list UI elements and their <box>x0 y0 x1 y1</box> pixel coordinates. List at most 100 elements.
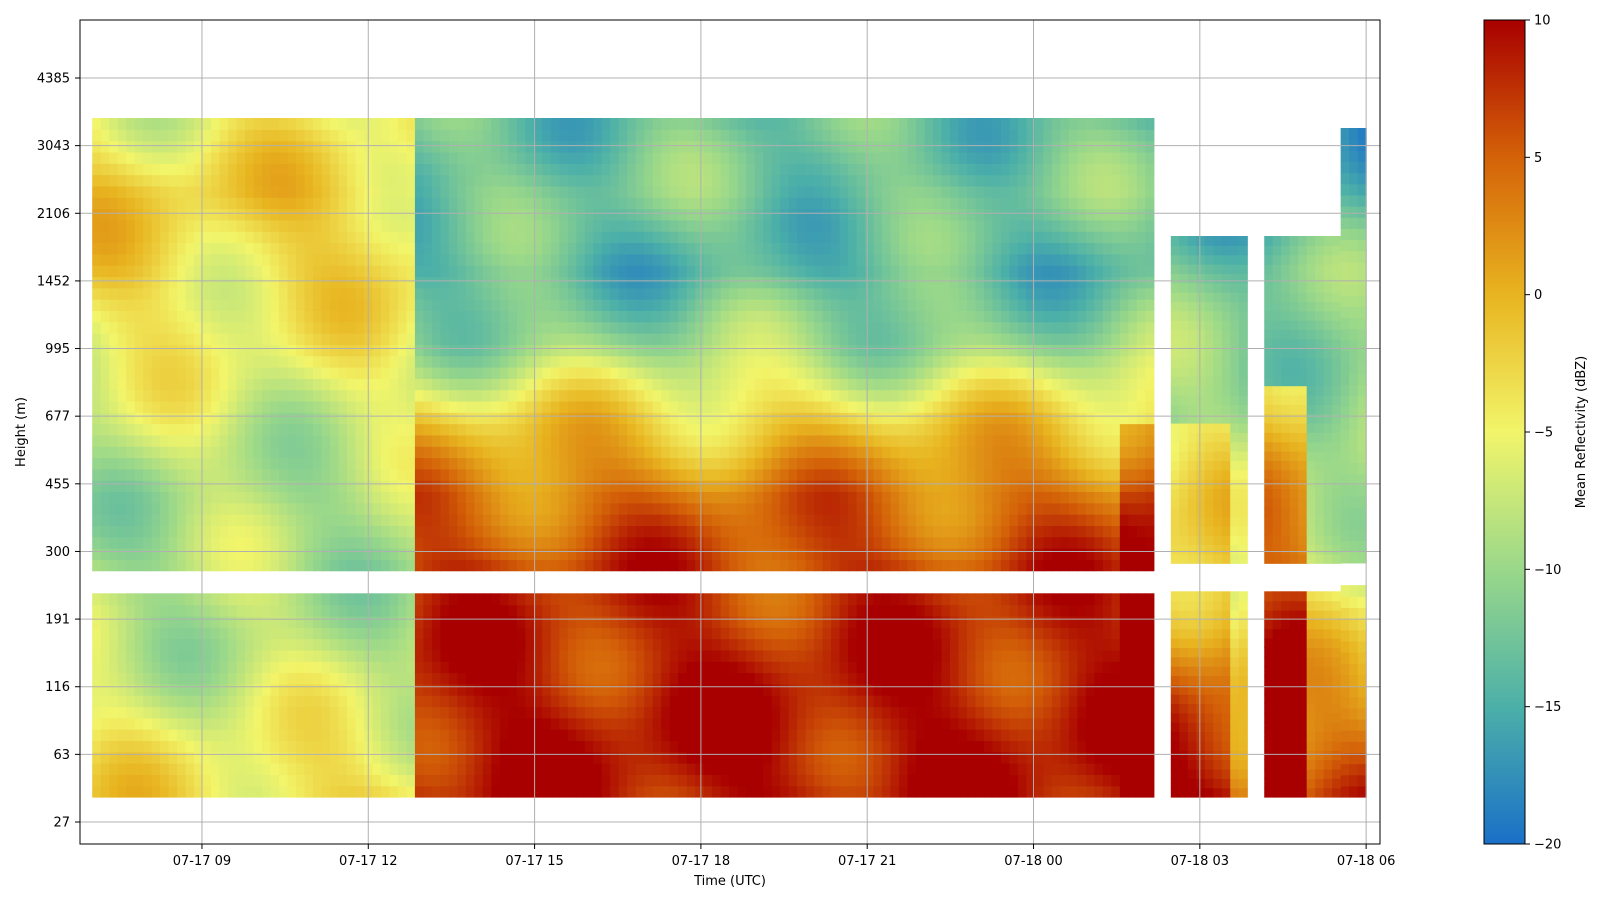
heatmap-cell <box>763 400 773 413</box>
heatmap-cell <box>134 412 144 425</box>
heatmap-cell <box>228 751 238 764</box>
heatmap-cell <box>287 615 297 628</box>
heatmap-cell <box>414 480 425 493</box>
heatmap-cell <box>576 253 586 266</box>
heatmap-cell <box>287 774 297 787</box>
heatmap-cell <box>542 468 552 481</box>
heatmap-cell <box>525 593 535 606</box>
heatmap-cell <box>542 174 552 187</box>
heatmap-cell <box>126 197 136 210</box>
heatmap-cell <box>177 491 187 504</box>
heatmap-cell <box>771 242 781 255</box>
heatmap-cell <box>644 683 654 696</box>
heatmap-cell <box>550 378 560 391</box>
heatmap-cell <box>270 253 280 266</box>
heatmap-cell <box>228 287 238 300</box>
heatmap-cell <box>219 593 229 606</box>
heatmap-cell <box>491 378 501 391</box>
heatmap-cell <box>380 514 391 526</box>
heatmap-cell <box>372 163 382 176</box>
heatmap-cell <box>550 389 560 402</box>
heatmap-cell <box>211 242 221 255</box>
heatmap-cell <box>550 333 560 345</box>
heatmap-cell <box>729 389 739 402</box>
heatmap-cell <box>109 717 119 730</box>
heatmap-cell <box>771 774 781 787</box>
heatmap-cell <box>661 140 671 153</box>
heatmap-cell <box>253 661 263 674</box>
heatmap-cell <box>330 219 340 232</box>
heatmap-cell <box>236 751 246 764</box>
heatmap-cell <box>737 151 747 164</box>
heatmap-cell <box>771 502 781 515</box>
heatmap-cell <box>601 299 611 311</box>
heatmap-cell <box>661 446 671 459</box>
heatmap-cell <box>389 423 399 436</box>
heatmap-cell <box>151 457 161 470</box>
heatmap-cell <box>389 593 399 606</box>
heatmap-cell <box>618 536 628 549</box>
heatmap-cell <box>805 615 815 628</box>
heatmap-cell <box>499 661 509 674</box>
heatmap-cell <box>270 333 280 345</box>
heatmap-cell <box>414 548 425 560</box>
heatmap-cell <box>457 129 467 142</box>
heatmap-cell <box>669 695 679 708</box>
heatmap-cell <box>788 751 798 764</box>
heatmap-cell <box>771 378 781 391</box>
heatmap-cell <box>576 695 586 708</box>
heatmap-cell <box>211 627 221 640</box>
heatmap-cell <box>533 378 543 391</box>
heatmap-cell <box>686 446 696 459</box>
heatmap-cell <box>211 231 221 244</box>
heatmap-cell <box>304 366 314 379</box>
heatmap-cell <box>168 774 178 787</box>
heatmap-cell <box>593 140 603 153</box>
heatmap-cell <box>788 672 798 685</box>
heatmap-cell <box>151 695 161 708</box>
heatmap-cell <box>601 310 611 323</box>
heatmap-cell <box>270 695 280 708</box>
heatmap-cell <box>126 355 136 368</box>
heatmap-cell <box>678 400 688 413</box>
heatmap-cell <box>245 695 255 708</box>
heatmap-cell <box>669 400 679 413</box>
heatmap-cell <box>533 468 543 481</box>
heatmap-cell <box>593 366 603 379</box>
heatmap-cell <box>712 378 722 391</box>
heatmap-cell <box>635 389 645 402</box>
heatmap-cell <box>499 174 509 187</box>
heatmap-cell <box>321 151 331 164</box>
heatmap-cell <box>321 174 331 187</box>
heatmap-cell <box>160 389 170 402</box>
heatmap-cell <box>372 366 382 379</box>
heatmap-cell <box>550 457 560 470</box>
heatmap-cell <box>330 151 340 164</box>
heatmap-cell <box>151 514 161 526</box>
heatmap-cell <box>712 649 722 662</box>
heatmap-cell <box>474 649 484 662</box>
heatmap-cell <box>279 468 289 481</box>
heatmap-cell <box>686 276 696 289</box>
heatmap-cell <box>92 672 102 685</box>
heatmap-cell <box>313 287 323 300</box>
heatmap-cell <box>346 129 357 142</box>
heatmap-cell <box>474 163 484 176</box>
heatmap-cell <box>686 491 696 504</box>
heatmap-cell <box>177 423 187 436</box>
heatmap-cell <box>423 208 433 221</box>
heatmap-cell <box>194 423 204 436</box>
heatmap-cell <box>406 219 416 232</box>
heatmap-cell <box>669 185 679 198</box>
heatmap-cell <box>194 695 204 708</box>
heatmap-cell <box>720 774 730 787</box>
heatmap-cell <box>627 118 637 130</box>
heatmap-cell <box>576 751 586 764</box>
heatmap-cell <box>729 649 739 662</box>
heatmap-cell <box>703 763 713 775</box>
heatmap-cell <box>151 151 161 164</box>
heatmap-cell <box>797 491 807 504</box>
heatmap-cell <box>397 310 408 323</box>
heatmap-cell <box>593 333 603 345</box>
heatmap-cell <box>474 118 484 130</box>
